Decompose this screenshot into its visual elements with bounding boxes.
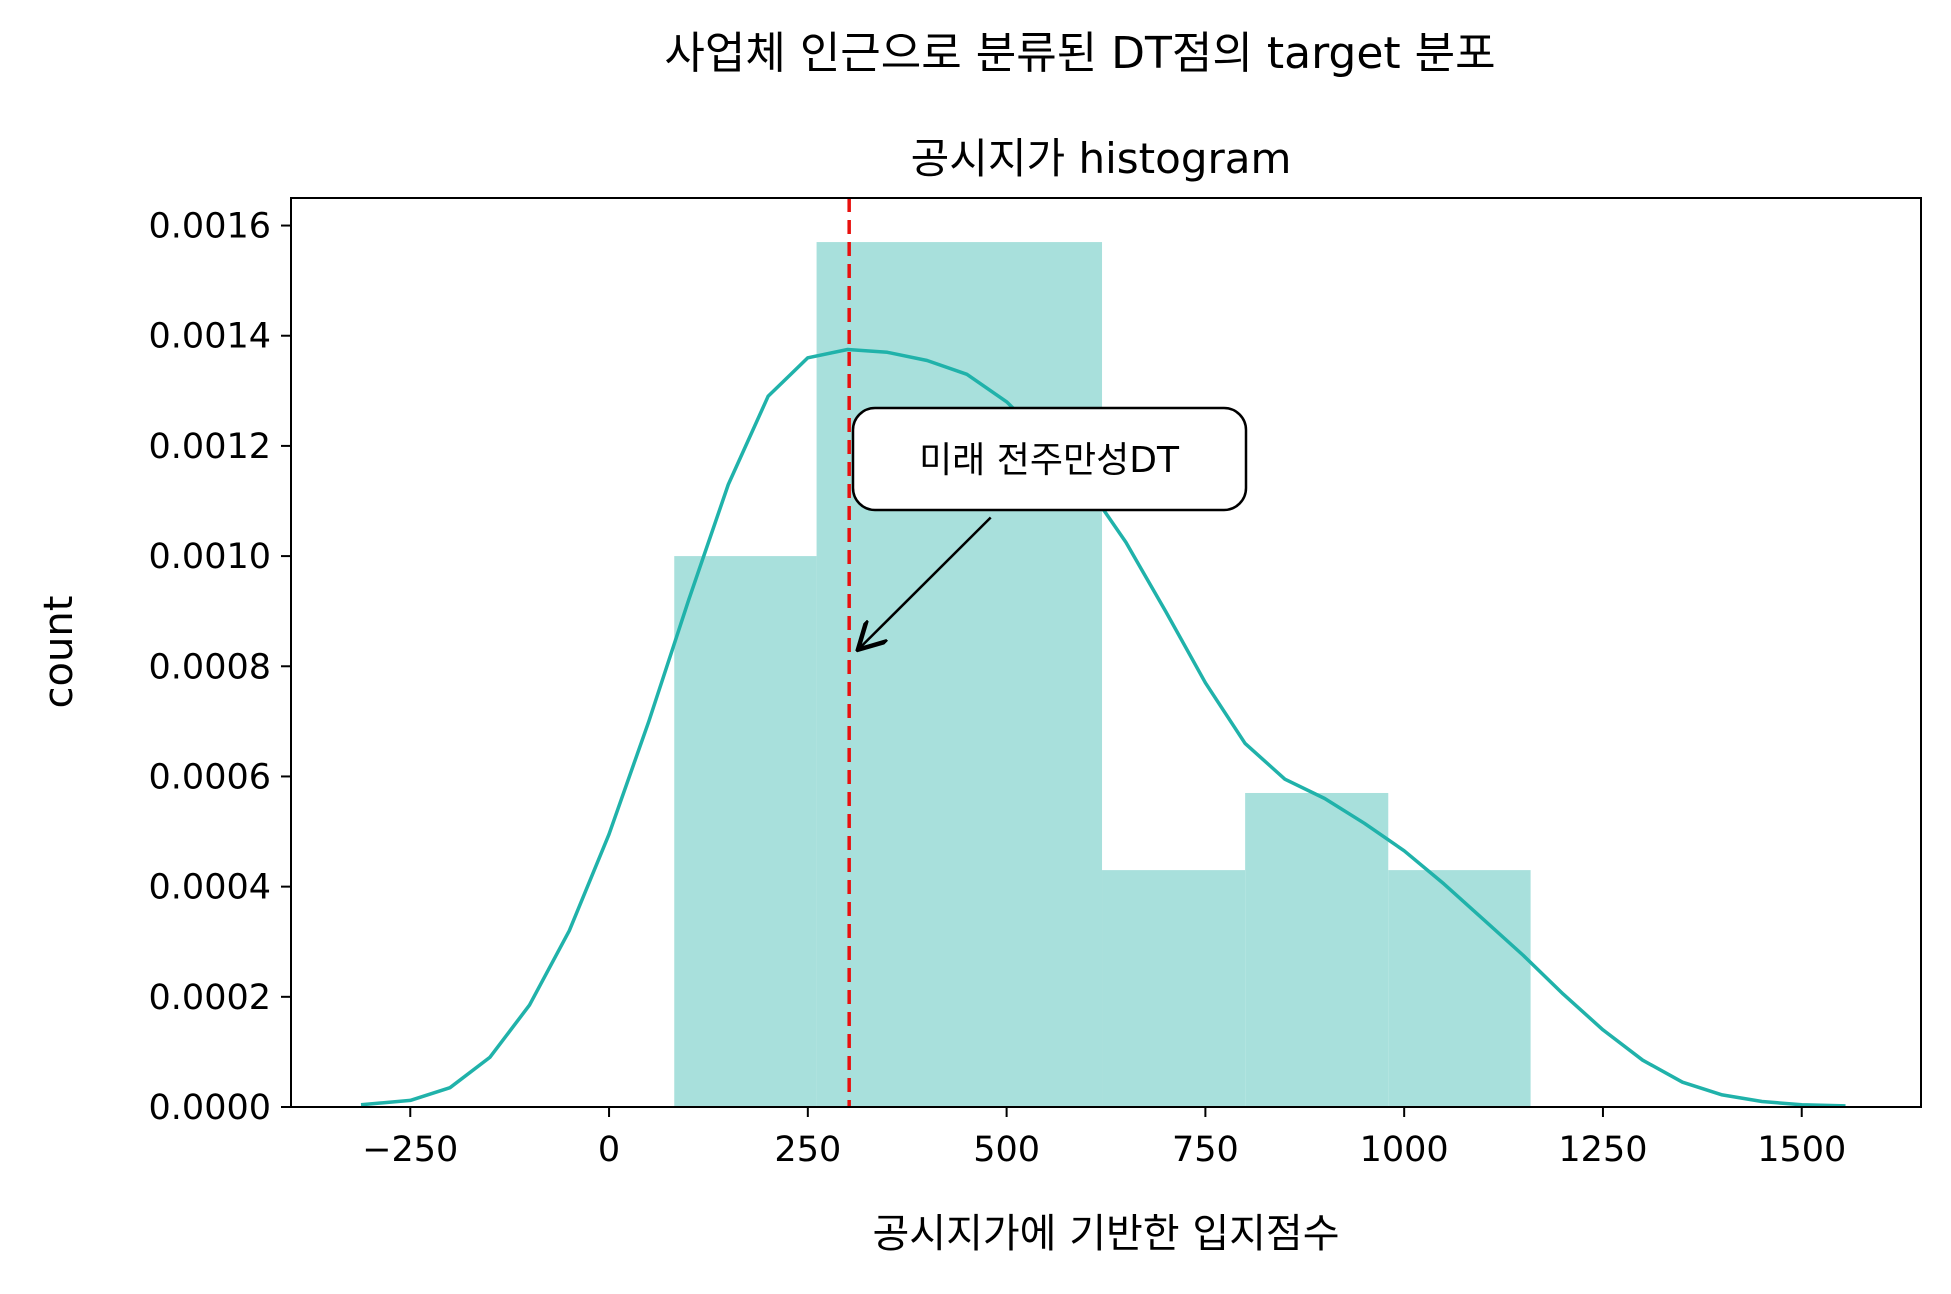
x-axis-label: 공시지가에 기반한 입지점수 (872, 1211, 1339, 1257)
x-tick-label: 750 (1172, 1130, 1239, 1170)
annotation-box (851, 406, 1248, 512)
y-tick-label: 0.0010 (149, 537, 271, 577)
histogram-bar-4 (1388, 870, 1531, 1107)
x-tick-label: 250 (774, 1130, 841, 1170)
y-tick-label: 0.0008 (149, 647, 271, 687)
y-tick-label: 0.0004 (149, 868, 271, 908)
histogram-bar-0 (674, 556, 817, 1107)
y-axis-ticks: 0.0000 0.0002 0.0004 0.0006 0.0008 0.0010 0.00… (149, 207, 291, 1128)
x-tick-label: −250 (362, 1130, 458, 1170)
y-tick-label: 0.0014 (149, 317, 271, 357)
annotation: 미래 전주만성DT (851, 406, 1248, 650)
y-tick-label: 0.0002 (149, 978, 271, 1018)
x-tick-label: 1250 (1558, 1130, 1647, 1170)
annotation-arrow (858, 516, 992, 650)
kde-curve (360, 347, 1846, 1108)
x-tick-label: 1000 (1360, 1130, 1449, 1170)
chart-suptitle: 사업체 인근으로 분류된 DT점의 target 분포 (664, 28, 1495, 79)
x-tick-label: 0 (598, 1130, 620, 1170)
histogram-bar-1 (816, 242, 1103, 1107)
annotation-label: 미래 전주만성DT (919, 440, 1180, 481)
y-tick-label: 0.0000 (149, 1088, 271, 1128)
chart-title: 공시지가 histogram (911, 134, 1292, 183)
y-tick-label: 0.0016 (149, 207, 271, 247)
y-axis-label: count (36, 596, 82, 709)
y-tick-label: 0.0006 (149, 757, 271, 797)
histogram-bars (674, 242, 1531, 1107)
kde-curve-layer (360, 347, 1846, 1108)
x-tick-label: 1500 (1757, 1130, 1846, 1170)
histogram-bar-3 (1245, 792, 1389, 1107)
x-tick-label: 500 (973, 1130, 1040, 1170)
y-tick-label: 0.0012 (149, 427, 271, 467)
histogram-bar-2 (1102, 870, 1246, 1107)
plot-frame (290, 197, 1922, 1108)
x-axis-ticks: −250 0 250 500 750 1000 1250 1500 (362, 1107, 1846, 1170)
